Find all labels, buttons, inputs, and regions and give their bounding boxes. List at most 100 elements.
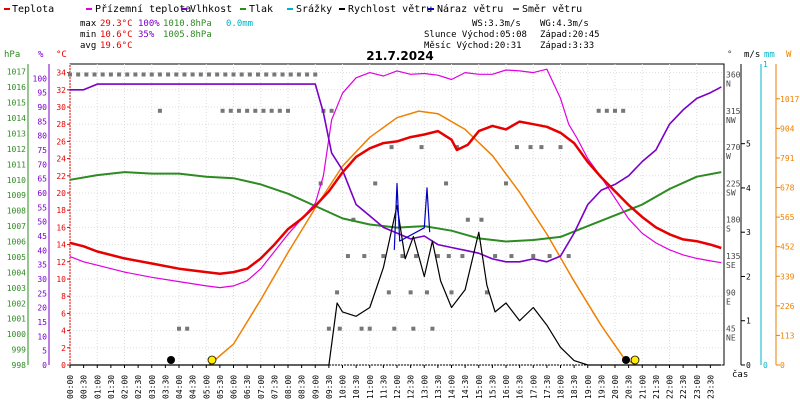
axis-header-hpa: hPa [4, 50, 20, 60]
wind-direction-point [504, 181, 508, 186]
tick-label-ms: 4 [746, 184, 751, 193]
stats-min-press: 1005.8hPa [163, 30, 212, 40]
tick-label-time: 16:00 [502, 375, 511, 399]
tick-label-time: 16:30 [516, 375, 525, 399]
tick-label-time: 13:00 [420, 375, 429, 399]
wind-direction-point [206, 72, 211, 77]
series-line-vlhkost [70, 83, 722, 263]
tick-label-pct: 5 [42, 347, 47, 356]
wind-direction-point [359, 326, 364, 331]
stats-avg-label: avg [80, 41, 96, 51]
tick-label-time: 23:30 [706, 375, 715, 399]
tick-label-time: 19:30 [597, 375, 606, 399]
legend-label: Přízemní teplota [95, 3, 191, 15]
stats-block: max 29.3°C 100% 1010.8hPa 0.0mm min 10.6… [80, 19, 253, 51]
wind-direction-point [223, 72, 228, 77]
series-line-tlak [69, 171, 722, 243]
wind-direction-point [261, 108, 266, 113]
tick-label-time: 11:00 [366, 375, 375, 399]
wind-direction-point [239, 72, 244, 77]
wind-direction-point [125, 72, 130, 77]
tick-label-time: 00:00 [66, 375, 75, 399]
wind-direction-point [596, 108, 601, 113]
wind-direction-point [182, 72, 187, 77]
tick-label-ms: 0 [746, 361, 751, 370]
wind-direction-point [185, 326, 190, 331]
tick-label-w: 904 [780, 124, 795, 133]
axis-header-w: W [786, 50, 792, 60]
tick-label-time: 12:00 [393, 375, 402, 399]
tick-label-pct: 85 [37, 117, 47, 126]
tick-label-dir-deg: 315 [726, 107, 741, 116]
tick-label-degc: 20 [56, 189, 66, 198]
wind-direction-point [269, 108, 274, 113]
stats-max-hum: 100% [138, 19, 160, 29]
tick-label-hpa: 1001 [7, 315, 26, 324]
wind-direction-point [465, 217, 470, 222]
tick-label-hpa: 1006 [7, 238, 26, 247]
wind-direction-point [68, 72, 72, 77]
tick-label-time: 21:00 [638, 375, 647, 399]
wind-direction-point [133, 72, 138, 77]
wind-direction-point [337, 326, 342, 331]
tick-label-pct: 55 [37, 203, 47, 212]
tick-label-degc: 0 [61, 361, 66, 370]
tick-label-time: 18:30 [570, 375, 579, 399]
wind-direction-point [604, 108, 609, 113]
wind-direction-point [493, 254, 498, 259]
tick-label-time: 08:30 [298, 375, 307, 399]
legend-label: Směr větru [522, 3, 582, 15]
tick-label-time: 20:30 [625, 375, 634, 399]
tick-label-time: 03:00 [148, 375, 157, 399]
tick-label-w: 1017 [780, 95, 799, 104]
tick-label-degc: 24 [56, 155, 66, 164]
legend-item-teplota: Teplota [4, 4, 54, 15]
info-sun-rise: Slunce Východ:05:08 [424, 30, 527, 40]
tick-label-time: 13:30 [434, 375, 443, 399]
tick-label-time: 09:00 [311, 375, 320, 399]
wind-direction-point [264, 72, 269, 77]
tick-label-pct: 100 [33, 74, 48, 83]
tick-label-pct: 65 [37, 175, 47, 184]
tick-label-dir-deg: 225 [726, 179, 741, 188]
wind-direction-point [141, 72, 146, 77]
axis-header-deg: ° [727, 50, 732, 60]
tick-label-pct: 35 [37, 261, 47, 270]
wind-direction-point [400, 254, 405, 259]
tick-label-dir-deg: 90 [726, 288, 736, 297]
tick-label-dir-name: NW [726, 116, 736, 125]
wind-direction-point [389, 145, 394, 150]
wind-direction-point [277, 108, 282, 113]
tick-label-degc: 8 [61, 292, 66, 301]
tick-label-degc: 16 [56, 223, 66, 232]
wind-direction-point [514, 145, 519, 150]
wind-direction-point [613, 108, 617, 113]
wind-direction-point [566, 254, 571, 259]
tick-label-time: 17:30 [543, 375, 552, 399]
wind-direction-point [408, 290, 413, 295]
tick-label-time: 01:30 [107, 375, 116, 399]
tick-label-dir-name: W [726, 152, 731, 161]
tick-label-degc: 22 [56, 172, 66, 181]
tick-label-degc: 26 [56, 137, 66, 146]
grid [69, 64, 724, 366]
tick-label-time: 04:00 [175, 375, 184, 399]
tick-label-dir-name: S [726, 225, 731, 234]
tick-label-time: 05:30 [216, 375, 225, 399]
tick-label-time: 06:00 [230, 375, 239, 399]
wind-direction-point [484, 290, 489, 295]
tick-label-mm: 1 [763, 60, 768, 69]
tick-label-w: 565 [780, 213, 795, 222]
wind-direction-point [280, 72, 285, 77]
tick-label-time: 03:30 [161, 375, 170, 399]
legend-label: Srážky [296, 3, 332, 15]
tick-label-time: 15:30 [488, 375, 497, 399]
tick-label-time: 05:00 [202, 375, 211, 399]
legend-item-prizemni-teplota: Přízemní teplota [86, 3, 191, 15]
wind-direction-point [558, 145, 563, 150]
legend-label: Tlak [249, 4, 273, 15]
tick-label-pct: 75 [37, 146, 47, 155]
tick-label-hpa: 998 [12, 361, 27, 370]
tick-label-w: 452 [780, 243, 795, 252]
